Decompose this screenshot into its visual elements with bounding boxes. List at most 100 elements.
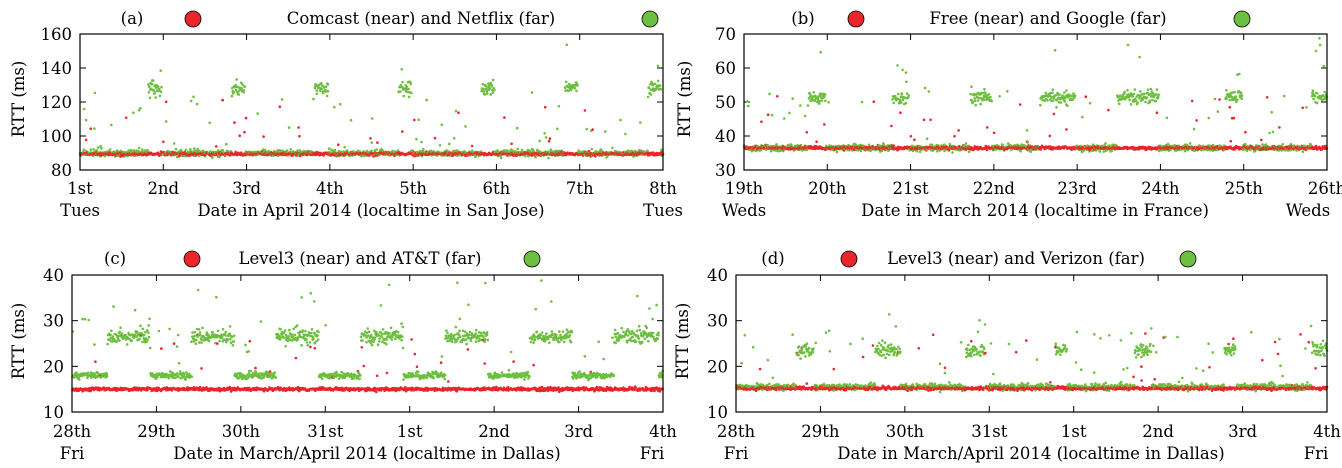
far-point: [196, 147, 199, 151]
far-point: [1188, 142, 1192, 145]
far-point: [137, 108, 141, 112]
far-point: [564, 86, 567, 90]
far-point: [234, 88, 238, 92]
far-point: [1165, 116, 1169, 120]
far-point: [827, 101, 830, 104]
far-point: [321, 91, 325, 95]
far-point: [234, 83, 237, 87]
far-point: [285, 149, 289, 153]
far-point: [82, 148, 86, 151]
far-point: [320, 87, 324, 91]
far-point: [164, 120, 168, 123]
far-point: [1157, 93, 1160, 97]
near-point: [913, 138, 916, 141]
far-point: [159, 69, 162, 72]
near-point: [503, 116, 506, 119]
near-point: [815, 140, 818, 143]
far-point: [1056, 91, 1059, 95]
near-point: [178, 155, 181, 158]
near-point: [1084, 95, 1088, 98]
far-point: [1238, 72, 1241, 76]
near-point: [84, 138, 88, 142]
far-point: [611, 146, 614, 150]
near-point: [899, 111, 902, 114]
near-point: [233, 121, 236, 124]
far-point: [315, 92, 319, 96]
far-point: [575, 89, 578, 93]
far-point: [817, 102, 821, 105]
x-tick-label: 8th: [649, 179, 677, 198]
far-point: [261, 148, 265, 151]
near-point: [548, 137, 552, 140]
far-point: [339, 102, 342, 106]
far-point: [835, 150, 839, 154]
near-point: [1052, 112, 1056, 116]
far-point: [820, 99, 824, 102]
far-point: [982, 98, 986, 101]
far-point: [1044, 91, 1048, 95]
far-point: [464, 125, 467, 128]
far-point: [907, 94, 911, 97]
near-point: [909, 135, 913, 138]
far-point: [1051, 91, 1054, 95]
far-point: [232, 90, 235, 94]
far-point: [1133, 88, 1137, 91]
near-point: [401, 130, 404, 133]
far-point: [1136, 101, 1139, 104]
near-point: [510, 142, 513, 146]
far-point: [371, 117, 374, 120]
far-point: [1239, 91, 1243, 95]
panel-a-x-ticks: 1st 2nd 3rd 4th 5th 6th 7th 8th: [67, 34, 677, 198]
far-point: [481, 83, 485, 86]
far-point: [619, 118, 622, 122]
near-point: [805, 131, 809, 134]
far-point: [1144, 100, 1147, 104]
near-point: [164, 100, 168, 104]
far-point: [516, 147, 519, 151]
x-tick-label: 19th: [725, 179, 764, 198]
far-point: [819, 51, 822, 54]
far-point: [770, 149, 773, 153]
far-point: [987, 93, 991, 96]
panel-b-legend-near-marker: [847, 10, 865, 28]
far-point: [241, 83, 244, 86]
near-point: [992, 131, 996, 135]
far-point: [1065, 89, 1068, 92]
x-tick-label: 25th: [1225, 179, 1264, 198]
far-point: [240, 81, 243, 84]
far-point: [137, 146, 141, 150]
panel-b-y-label: RTT (ms): [675, 61, 694, 138]
far-point: [1007, 142, 1010, 145]
x-tick-label: 1st: [67, 179, 93, 198]
x-tick-label: 20th: [808, 179, 847, 198]
far-point: [93, 91, 97, 95]
near-point: [470, 144, 474, 148]
far-point: [1126, 88, 1129, 92]
far-point: [1154, 100, 1158, 103]
far-point: [983, 87, 986, 91]
near-point: [1048, 134, 1052, 138]
near-point: [89, 127, 92, 130]
panel-a-legend-near-marker: [184, 10, 202, 28]
panel-b-legend-far-marker: [1233, 10, 1251, 28]
far-point: [172, 142, 176, 145]
far-point: [499, 156, 503, 160]
far-point: [903, 96, 907, 100]
far-point: [649, 93, 653, 96]
far-point: [488, 87, 492, 90]
far-point: [82, 107, 86, 111]
far-point: [1063, 91, 1066, 94]
far-point: [639, 121, 642, 124]
near-point: [1155, 111, 1159, 114]
far-point: [967, 150, 971, 153]
y-tick-label: 100: [41, 127, 73, 146]
panel-b-x-ticks: 19th 20th 21st 22nd 23rd 24th 25th 26th: [725, 34, 1342, 198]
far-point: [313, 86, 317, 90]
near-point: [953, 134, 956, 138]
far-point: [915, 150, 919, 153]
x-tick-label: 26th: [1308, 179, 1342, 198]
far-point: [1025, 129, 1029, 132]
far-point: [410, 91, 413, 95]
far-point: [159, 90, 163, 94]
far-point: [943, 149, 946, 153]
